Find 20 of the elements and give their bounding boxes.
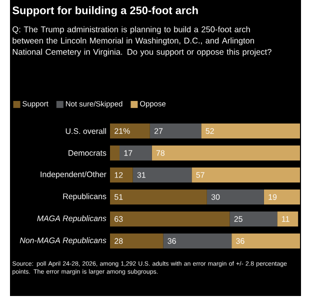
bar xyxy=(192,168,300,183)
bar xyxy=(201,124,300,139)
chart-title: Support for building a 250-foot arch xyxy=(12,6,198,16)
bar xyxy=(110,234,164,249)
bar xyxy=(110,124,150,139)
chart-subtitle: Q: The Trump administration is planning to build a 250-foot arch between the Lincoln Memorial in Washington, D.C., and Arlington National Cemetery in Virginia. Do you support or oppose this project? xyxy=(12,26,272,56)
bar xyxy=(163,234,232,249)
bar xyxy=(110,168,133,183)
bar xyxy=(152,146,300,161)
bar xyxy=(206,190,264,205)
bar xyxy=(264,190,300,205)
bar xyxy=(277,212,298,227)
bar xyxy=(120,146,152,161)
bar xyxy=(110,190,207,205)
bar xyxy=(150,124,202,139)
bar xyxy=(132,168,192,183)
bar xyxy=(110,212,230,227)
bar xyxy=(110,146,120,161)
bar xyxy=(230,212,278,227)
bar xyxy=(232,234,300,249)
